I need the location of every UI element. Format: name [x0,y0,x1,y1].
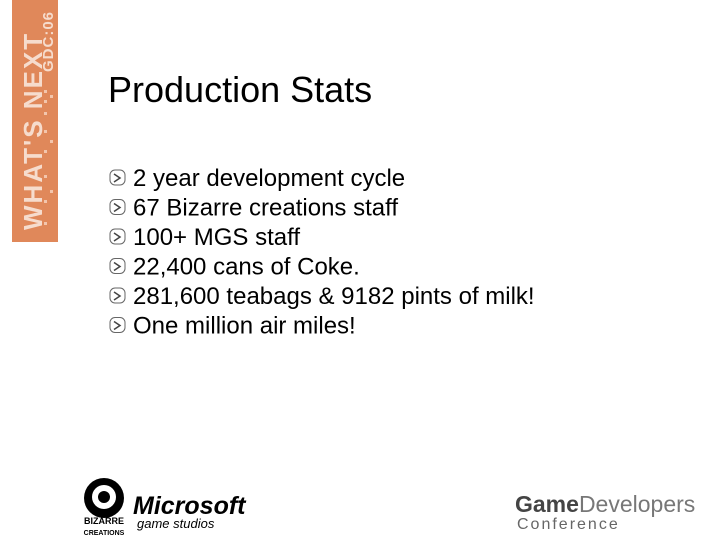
game-studios-logo: game studios [137,516,215,531]
gdc-game: Game [515,491,579,517]
bullet-list: 2 year development cycle 67 Bizarre creat… [109,165,535,340]
bizarre-text: BIZARRE [84,516,124,526]
bullet-text: 22,400 cans of Coke. [133,254,360,281]
bullet-marker [109,199,126,215]
bullet-chevron [113,291,122,301]
bullet-chevron [113,202,122,213]
banner-event: GDC:06 [40,11,57,72]
bullet-marker [109,287,126,304]
bullet-text: 100+ MGS staff [133,224,300,251]
bullet-text: 2 year development cycle [133,165,405,192]
microsoft-logo: Microsoft [133,492,247,520]
bizarre-text: CREATIONS [84,530,125,537]
bullet-text: 67 Bizarre creations staff [133,195,398,222]
bullet-text: One million air miles! [133,313,356,340]
bullet-marker [109,317,126,333]
bullet-marker [109,258,126,274]
bullet-chevron [113,173,122,183]
gdc-conference: Conference [517,516,620,533]
banner [12,0,58,242]
banner-main: WHAT'S NEXT [18,32,48,230]
bullet-chevron [113,261,122,272]
slide-title: Production Stats [108,69,372,110]
bullet-chevron [113,320,122,331]
bullet-chevron [113,232,122,242]
bullet-marker [109,228,126,245]
bullet-text: 281,600 teabags & 9182 pints of milk! [133,283,535,310]
gdc-logo: GameDevelopers [515,491,695,517]
bizarre-logo: BIZARRE CREATIONS [84,478,125,537]
gdc-developers: Developers [579,491,695,517]
bullet-marker [109,169,126,186]
banner-dots [44,90,53,225]
